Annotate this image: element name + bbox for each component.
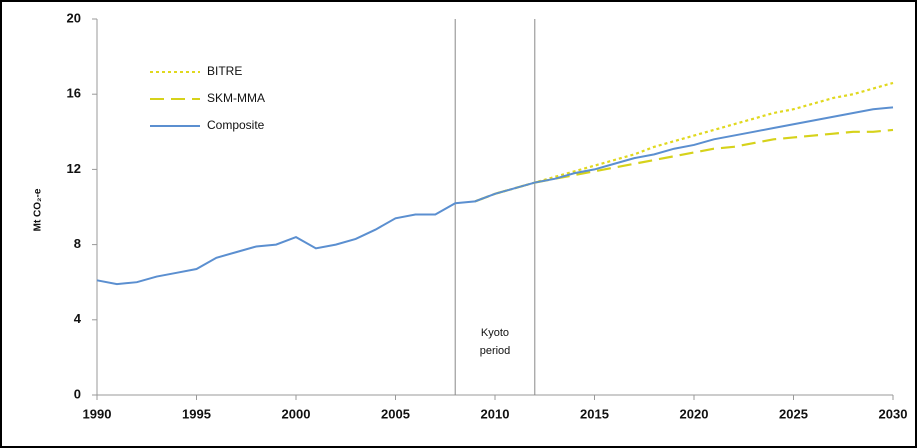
x-tick-label: 2025 bbox=[779, 406, 808, 421]
x-tick-label: 2005 bbox=[381, 406, 410, 421]
annotation: Kyoto bbox=[481, 327, 509, 339]
x-tick-label: 2020 bbox=[680, 406, 709, 421]
y-tick-label: 8 bbox=[74, 236, 81, 251]
x-tick-label: 2015 bbox=[580, 406, 609, 421]
y-tick-label: 16 bbox=[67, 86, 81, 101]
x-tick-label: 1995 bbox=[182, 406, 211, 421]
y-tick-label: 20 bbox=[67, 10, 81, 25]
x-tick-label: 2000 bbox=[282, 406, 311, 421]
y-tick-label: 12 bbox=[67, 161, 81, 176]
x-tick-label: 2010 bbox=[481, 406, 510, 421]
legend-label: SKM-MMA bbox=[207, 91, 265, 105]
series-line bbox=[96, 106, 894, 286]
x-tick-label: 1990 bbox=[83, 406, 112, 421]
legend-label: BITRE bbox=[207, 64, 242, 78]
annotation: period bbox=[480, 345, 511, 357]
y-tick-label: 0 bbox=[74, 386, 81, 401]
x-tick-label: 2030 bbox=[879, 406, 908, 421]
legend-label: Composite bbox=[207, 118, 265, 132]
y-axis-label: Mt CO₂-e bbox=[33, 188, 44, 231]
y-tick-label: 4 bbox=[74, 311, 82, 326]
